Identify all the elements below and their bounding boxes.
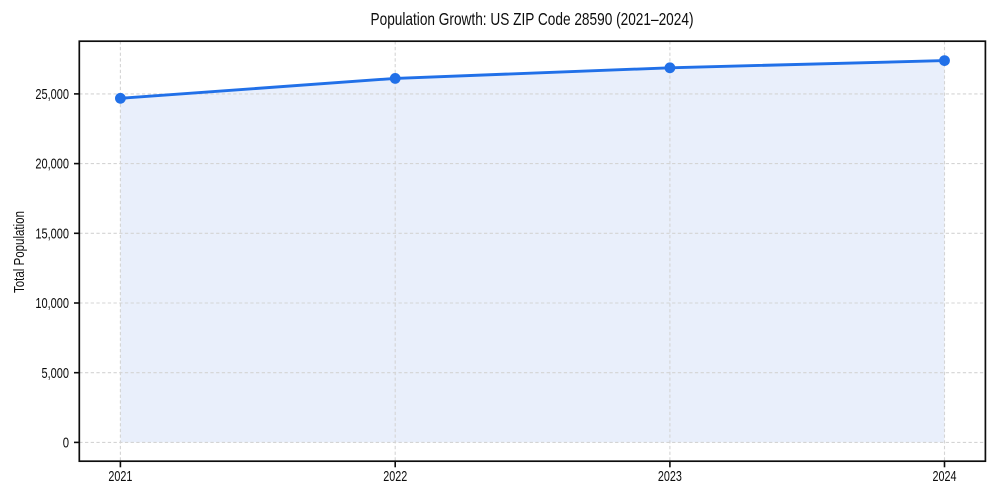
svg-text:2021: 2021 <box>108 468 132 485</box>
svg-text:2024: 2024 <box>933 468 957 485</box>
svg-text:20,000: 20,000 <box>35 156 69 173</box>
svg-text:10,000: 10,000 <box>35 295 69 312</box>
svg-text:Total Population: Total Population <box>11 211 28 293</box>
svg-text:5,000: 5,000 <box>42 365 70 382</box>
svg-text:25,000: 25,000 <box>35 86 69 103</box>
svg-text:Population Growth: US ZIP Code: Population Growth: US ZIP Code 28590 (20… <box>371 9 694 29</box>
svg-text:15,000: 15,000 <box>35 225 69 242</box>
svg-text:2023: 2023 <box>658 468 682 485</box>
svg-text:2022: 2022 <box>383 468 407 485</box>
svg-text:0: 0 <box>63 435 69 452</box>
